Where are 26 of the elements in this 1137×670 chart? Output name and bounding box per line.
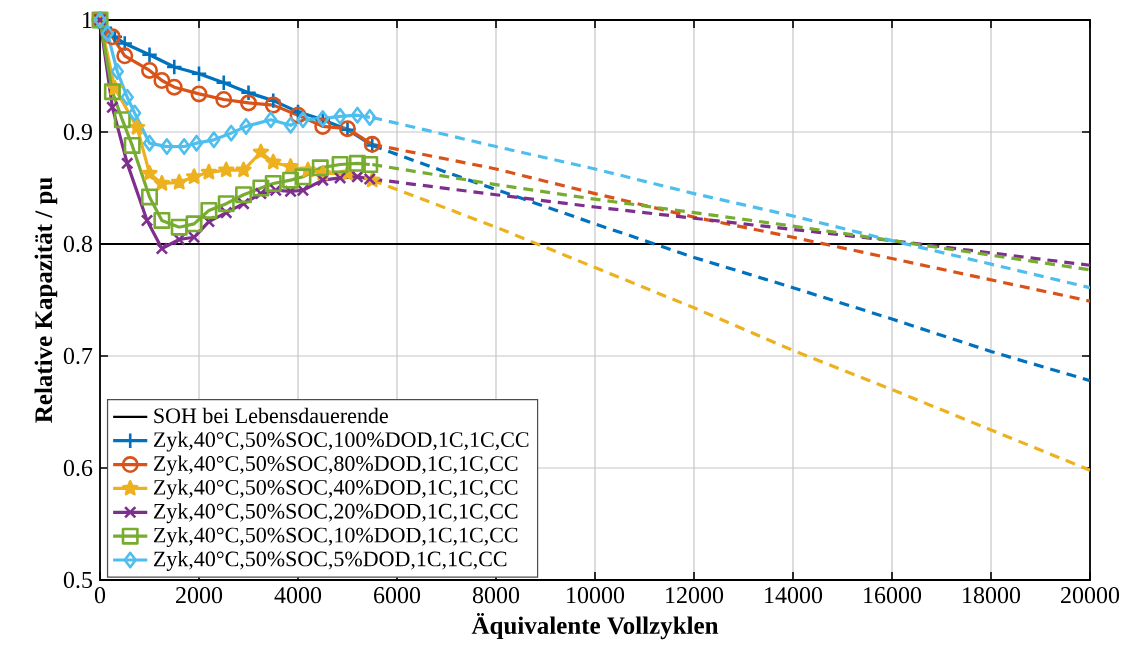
y-tick-label: 0.7 xyxy=(63,347,93,365)
y-tick-label: 0.5 xyxy=(63,571,93,589)
y-tick-label: 0.8 xyxy=(63,235,93,253)
legend-label: SOH bei Lebensdauerende xyxy=(154,407,388,424)
y-tick-label: 0.6 xyxy=(63,459,93,477)
y-axis-title: Relative Kapazität / pu xyxy=(34,177,58,423)
x-tick-label: 14000 xyxy=(765,587,823,604)
x-tick-label: 8000 xyxy=(472,587,520,604)
x-tick-label: 12000 xyxy=(666,587,724,604)
x-tick-label: 18000 xyxy=(963,587,1021,604)
legend-label: Zyk,40°C,50%SOC,10%DOD,1C,1C,CC xyxy=(153,527,518,548)
legend-label: Zyk,40°C,50%SOC,100%DOD,1C,1C,CC xyxy=(153,431,529,452)
legend-label: Zyk,40°C,50%SOC,5%DOD,1C,1C,CC xyxy=(153,550,507,571)
legend-label: Zyk,40°C,50%SOC,80%DOD,1C,1C,CC xyxy=(153,455,518,476)
x-axis-title: Äquivalente Vollzyklen xyxy=(471,612,719,640)
y-tick-label: 1 xyxy=(83,12,92,28)
x-tick-label: 10000 xyxy=(567,587,625,604)
x-tick-label: 6000 xyxy=(374,587,421,604)
legend-label: Zyk,40°C,50%SOC,20%DOD,1C,1C,CC xyxy=(153,503,518,524)
x-tick-label: 16000 xyxy=(864,587,922,604)
x-tick-label: 20000 xyxy=(1061,587,1120,604)
x-tick-label: 0 xyxy=(94,587,106,604)
x-tick-label: 4000 xyxy=(274,587,322,604)
legend-label: Zyk,40°C,50%SOC,40%DOD,1C,1C,CC xyxy=(153,479,518,500)
y-tick-label: 0.9 xyxy=(63,123,92,141)
x-tick-label: 2000 xyxy=(176,587,223,604)
